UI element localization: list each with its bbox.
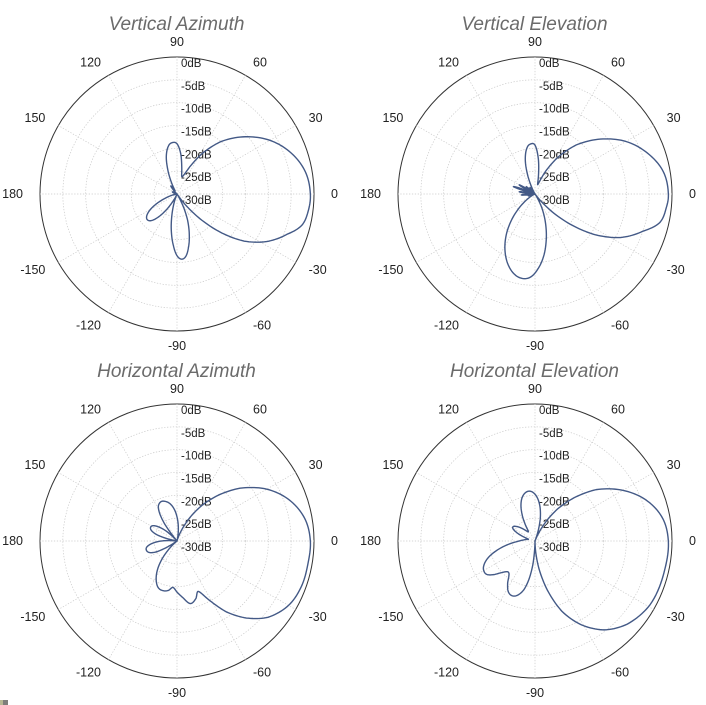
svg-text:-90: -90 <box>525 686 543 700</box>
svg-text:-25dB: -25dB <box>181 172 212 184</box>
svg-text:90: 90 <box>528 382 542 396</box>
svg-text:60: 60 <box>253 402 267 416</box>
svg-text:-30dB: -30dB <box>539 542 570 554</box>
svg-text:-60: -60 <box>611 665 629 679</box>
svg-text:-150: -150 <box>378 610 403 624</box>
svg-text:120: 120 <box>438 402 459 416</box>
svg-text:-30dB: -30dB <box>181 542 212 554</box>
svg-text:-120: -120 <box>76 665 101 679</box>
svg-text:0: 0 <box>331 187 338 201</box>
svg-text:30: 30 <box>309 458 323 472</box>
svg-text:180: 180 <box>360 534 381 548</box>
svg-text:0dB: 0dB <box>539 405 560 417</box>
svg-text:150: 150 <box>25 111 46 125</box>
svg-text:30: 30 <box>309 111 323 125</box>
svg-text:-10dB: -10dB <box>539 104 570 116</box>
svg-text:Horizontal Azimuth: Horizontal Azimuth <box>97 361 256 382</box>
svg-text:-10dB: -10dB <box>181 104 212 116</box>
svg-text:-150: -150 <box>378 263 403 277</box>
svg-text:0dB: 0dB <box>181 405 202 417</box>
svg-text:Horizontal Elevation: Horizontal Elevation <box>450 361 619 382</box>
svg-text:30: 30 <box>666 458 680 472</box>
svg-text:90: 90 <box>528 35 542 49</box>
svg-text:30: 30 <box>666 111 680 125</box>
svg-text:0dB: 0dB <box>539 58 560 70</box>
svg-text:60: 60 <box>253 55 267 69</box>
svg-text:-10dB: -10dB <box>181 450 212 462</box>
svg-text:-120: -120 <box>76 319 101 333</box>
svg-text:-90: -90 <box>168 686 186 700</box>
svg-text:-10dB: -10dB <box>539 450 570 462</box>
svg-text:-5dB: -5dB <box>181 81 206 93</box>
svg-text:Vertical Elevation: Vertical Elevation <box>461 14 607 35</box>
svg-text:180: 180 <box>2 534 23 548</box>
svg-text:90: 90 <box>170 35 184 49</box>
svg-text:90: 90 <box>170 382 184 396</box>
svg-text:120: 120 <box>80 55 101 69</box>
svg-text:-150: -150 <box>20 610 45 624</box>
svg-text:-60: -60 <box>611 319 629 333</box>
svg-text:60: 60 <box>611 55 625 69</box>
svg-text:0: 0 <box>689 534 696 548</box>
svg-text:-30: -30 <box>309 263 327 277</box>
svg-text:0dB: 0dB <box>181 58 202 70</box>
svg-text:120: 120 <box>438 55 459 69</box>
svg-text:-25dB: -25dB <box>181 519 212 531</box>
svg-text:0: 0 <box>689 187 696 201</box>
svg-text:Vertical Azimuth: Vertical Azimuth <box>109 14 245 35</box>
svg-text:-30: -30 <box>666 263 684 277</box>
svg-text:-15dB: -15dB <box>181 127 212 139</box>
svg-text:-30: -30 <box>309 610 327 624</box>
svg-text:180: 180 <box>360 187 381 201</box>
svg-text:-120: -120 <box>433 319 458 333</box>
svg-text:150: 150 <box>382 458 403 472</box>
svg-text:-60: -60 <box>253 665 271 679</box>
svg-text:-5dB: -5dB <box>181 427 206 439</box>
svg-text:-120: -120 <box>433 665 458 679</box>
svg-text:180: 180 <box>2 187 23 201</box>
svg-text:120: 120 <box>80 402 101 416</box>
svg-text:-30: -30 <box>666 610 684 624</box>
svg-text:-150: -150 <box>20 263 45 277</box>
svg-text:-30dB: -30dB <box>539 195 570 207</box>
svg-text:0: 0 <box>331 534 338 548</box>
svg-text:-60: -60 <box>253 319 271 333</box>
svg-text:-15dB: -15dB <box>539 127 570 139</box>
svg-text:150: 150 <box>382 111 403 125</box>
svg-text:-15dB: -15dB <box>539 473 570 485</box>
svg-text:60: 60 <box>611 402 625 416</box>
svg-text:-5dB: -5dB <box>539 81 564 93</box>
svg-text:-15dB: -15dB <box>181 473 212 485</box>
svg-text:150: 150 <box>25 458 46 472</box>
svg-text:-5dB: -5dB <box>539 427 564 439</box>
